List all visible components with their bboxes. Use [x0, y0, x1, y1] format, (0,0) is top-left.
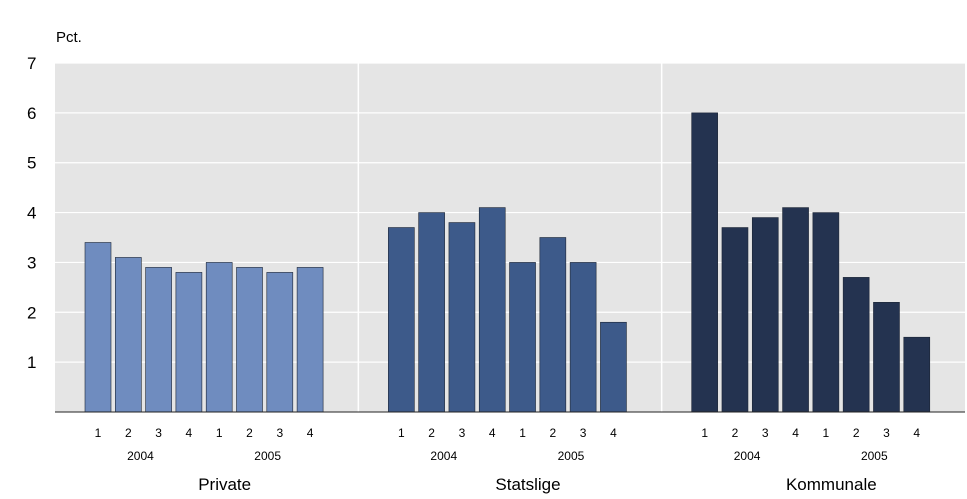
quarter-label: 1 — [823, 426, 830, 440]
bar-private-2 — [115, 257, 142, 413]
group-label-kommunale: Kommunale — [786, 475, 877, 494]
bar-statslige-4 — [478, 207, 506, 413]
bar-kommunale-1 — [691, 112, 718, 413]
bar-private-8 — [296, 267, 324, 413]
quarter-label: 3 — [155, 426, 162, 440]
bar-kommunale-7 — [873, 302, 900, 413]
quarter-label: 2 — [246, 426, 253, 440]
y-axis-unit-label: Pct. — [56, 29, 82, 46]
quarter-label: 3 — [883, 426, 890, 440]
bar-kommunale-5 — [812, 212, 840, 413]
quarter-label: 4 — [307, 426, 314, 440]
quarter-label: 2 — [428, 426, 435, 440]
year-label: 2005 — [861, 449, 888, 463]
bar-private-3 — [145, 267, 172, 413]
quarter-label: 4 — [792, 426, 799, 440]
quarter-label: 4 — [489, 426, 496, 440]
y-tick-label: 7 — [27, 54, 36, 73]
quarter-label: 2 — [732, 426, 739, 440]
quarter-label: 1 — [95, 426, 102, 440]
bar-statslige-8 — [600, 321, 627, 413]
bar-kommunale-8 — [903, 336, 931, 413]
quarter-label: 3 — [762, 426, 769, 440]
quarter-label: 1 — [216, 426, 223, 440]
bar-kommunale-2 — [721, 227, 749, 413]
quarter-label: 2 — [853, 426, 860, 440]
group-label-private: Private — [198, 475, 251, 494]
bars — [84, 112, 931, 413]
quarter-label: 3 — [459, 426, 466, 440]
quarter-label: 1 — [701, 426, 708, 440]
quarter-label: 4 — [186, 426, 193, 440]
quarter-label: 1 — [519, 426, 526, 440]
y-tick-label: 2 — [27, 303, 36, 322]
y-tick-label: 4 — [27, 204, 36, 223]
bar-private-5 — [205, 262, 233, 413]
bar-statslige-1 — [388, 227, 415, 413]
bar-statslige-7 — [569, 262, 597, 413]
bar-statslige-3 — [448, 222, 476, 413]
y-tick-label: 5 — [27, 154, 36, 173]
bar-statslige-6 — [539, 237, 567, 413]
bar-statslige-5 — [509, 262, 536, 413]
bar-kommunale-4 — [782, 207, 809, 413]
quarter-label: 3 — [580, 426, 587, 440]
quarter-label: 2 — [549, 426, 556, 440]
quarter-label: 2 — [125, 426, 132, 440]
bar-private-1 — [84, 242, 112, 413]
group-label-statslige: Statslige — [495, 475, 560, 494]
bar-private-6 — [236, 267, 263, 413]
year-label: 2005 — [558, 449, 585, 463]
bar-private-7 — [266, 272, 294, 413]
bar-kommunale-3 — [751, 217, 779, 413]
quarter-label: 3 — [276, 426, 283, 440]
bar-private-4 — [175, 272, 203, 413]
y-tick-label: 6 — [27, 104, 36, 123]
group-dividers — [357, 63, 663, 412]
quarter-label: 4 — [610, 426, 617, 440]
bar-statslige-2 — [418, 212, 445, 413]
year-label: 2004 — [430, 449, 457, 463]
quarter-label: 4 — [913, 426, 920, 440]
year-label: 2005 — [254, 449, 281, 463]
bar-kommunale-6 — [842, 277, 870, 413]
year-label: 2004 — [734, 449, 761, 463]
y-tick-label: 3 — [27, 253, 36, 272]
y-tick-labels: 1 2 3 4 5 6 7 — [27, 54, 36, 372]
y-tick-label: 1 — [27, 353, 36, 372]
quarter-label: 1 — [398, 426, 405, 440]
year-label: 2004 — [127, 449, 154, 463]
